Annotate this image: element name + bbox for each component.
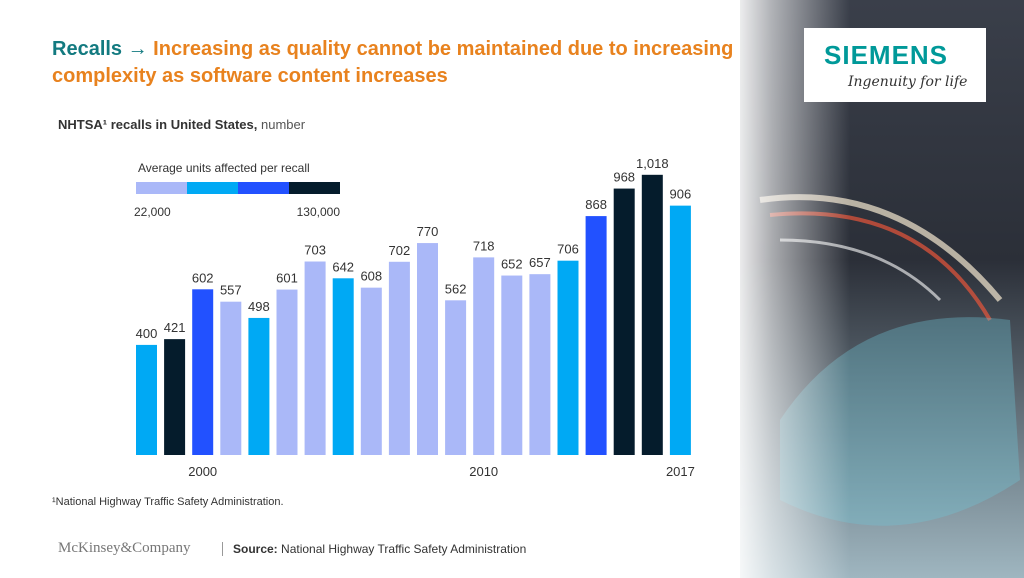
- value-label: 657: [529, 255, 551, 270]
- title: Recalls → Increasing as quality cannot b…: [52, 36, 772, 90]
- bar: [585, 216, 607, 455]
- value-label: 906: [670, 187, 692, 202]
- chart: NHTSA¹ recalls in United States, number …: [58, 117, 695, 479]
- title-lead: Recalls →: [52, 38, 148, 60]
- logo: SIEMENS Ingenuity for life: [804, 28, 986, 102]
- bar: [445, 300, 467, 455]
- bar: [304, 261, 326, 455]
- value-label: 718: [473, 238, 495, 253]
- value-label: 400: [136, 326, 158, 341]
- logo-text: SIEMENS: [824, 40, 949, 70]
- value-label: 770: [417, 224, 439, 239]
- value-label: 602: [192, 270, 214, 285]
- legend-title: Average units affected per recall: [138, 161, 310, 175]
- value-label: 421: [164, 320, 186, 335]
- subtitle: NHTSA¹ recalls in United States, number: [58, 117, 306, 132]
- value-label: 562: [445, 281, 467, 296]
- bar: [669, 205, 691, 455]
- bar: [332, 278, 354, 455]
- x-tick-label: 2010: [469, 464, 498, 479]
- legend-scale-label: 22,000: [134, 205, 171, 219]
- bar: [248, 317, 270, 455]
- bar: [417, 243, 438, 455]
- bar: [613, 188, 635, 455]
- title-rest: Increasing as quality cannot be maintain…: [52, 38, 734, 87]
- value-label: 702: [389, 243, 411, 258]
- source-label: Source:: [233, 542, 278, 556]
- source-text: National Highway Traffic Safety Administ…: [281, 542, 527, 556]
- bar: [192, 289, 214, 455]
- legend-swatch: [187, 182, 238, 194]
- value-label: 498: [248, 299, 270, 314]
- bar: [220, 301, 242, 455]
- bar: [360, 287, 382, 455]
- bar: [473, 257, 495, 455]
- bar: [276, 289, 298, 455]
- value-label: 608: [360, 269, 382, 284]
- legend-scale-label: 130,000: [297, 205, 341, 219]
- value-label: 868: [585, 197, 607, 212]
- value-label: 642: [332, 259, 354, 274]
- bar: [529, 274, 551, 455]
- value-label: 1,018: [636, 156, 669, 171]
- bar: [164, 339, 186, 455]
- legend-swatch: [238, 182, 289, 194]
- value-label: 557: [220, 283, 242, 298]
- bar: [501, 275, 523, 455]
- x-tick-label: 2000: [188, 464, 217, 479]
- x-tick-label: 2017: [666, 464, 695, 479]
- brand: McKinsey&Company: [58, 540, 191, 556]
- bar: [641, 174, 663, 455]
- footnote: ¹National Highway Traffic Safety Adminis…: [52, 496, 284, 508]
- subtitle-bold: NHTSA¹ recalls in United States,: [58, 117, 257, 132]
- bar: [136, 344, 157, 455]
- tagline: Ingenuity for life: [848, 74, 968, 90]
- bar: [388, 261, 410, 455]
- source: Source: National Highway Traffic Safety …: [222, 542, 526, 556]
- legend-swatch: [289, 182, 340, 194]
- subtitle-unit: number: [261, 117, 306, 132]
- value-label: 703: [304, 243, 326, 258]
- value-label: 968: [613, 170, 635, 185]
- legend-swatch: [136, 182, 187, 194]
- value-label: 601: [276, 271, 298, 286]
- value-label: 706: [557, 242, 579, 257]
- bar: [557, 260, 579, 455]
- value-label: 652: [501, 257, 523, 272]
